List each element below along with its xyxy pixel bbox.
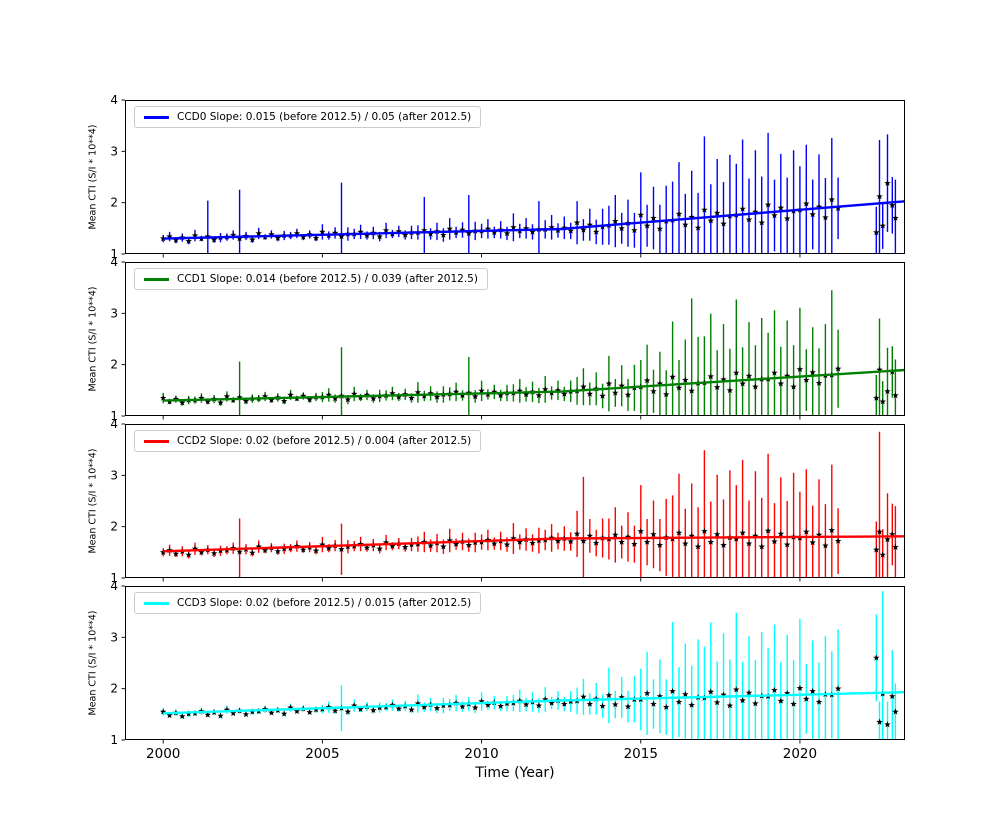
axes-frame [125, 262, 905, 416]
legend-line-sample-ccd3 [144, 601, 169, 605]
y-tick-label: 3 [110, 468, 118, 482]
subplot-ccd0: 1 2 3 4 [110, 93, 905, 261]
y-axis-label-ccd0: Mean CTI (S/I * 10**4) [87, 124, 99, 230]
y-tick-label: 1 [110, 247, 118, 261]
trend-line-ccd0 [163, 200, 905, 240]
legend-line-sample-ccd0 [144, 115, 169, 119]
legend-label-ccd1: CCD1 Slope: 0.014 (before 2012.5) / 0.03… [177, 273, 478, 285]
axes-frame [125, 424, 905, 578]
y-tick-label: 3 [110, 306, 118, 320]
y-tick-label: 3 [110, 144, 118, 158]
subplot-ccd3: 1 2 3 4 2000 2005 2010 2015 2020 [110, 579, 905, 762]
legend-label-ccd0: CCD0 Slope: 0.015 (before 2012.5) / 0.05… [177, 111, 472, 123]
subplot-ccd2: 1 2 3 4 [110, 417, 905, 585]
trend-line-ccd2 [163, 535, 905, 553]
x-axis-label: Time (Year) [475, 765, 555, 781]
legend-line-sample-ccd1 [144, 277, 169, 281]
subplot-ccd1: 1 2 3 4 [110, 255, 905, 423]
legend-ccd0: CCD0 Slope: 0.015 (before 2012.5) / 0.05… [134, 106, 482, 128]
errorbar-series-ccd2 [160, 431, 905, 578]
y-tick-label: 1 [110, 733, 118, 747]
x-tick-label: 2005 [305, 746, 339, 762]
y-axis-label-ccd2: Mean CTI (S/I * 10**4) [87, 448, 99, 554]
y-tick-label: 2 [110, 358, 118, 372]
errorbar-series-ccd3 [160, 591, 905, 740]
y-tick-label: 1 [110, 409, 118, 423]
y-tick-label: 4 [110, 579, 118, 593]
y-tick-label: 4 [110, 93, 118, 107]
legend-label-ccd2: CCD2 Slope: 0.02 (before 2012.5) / 0.004… [177, 435, 472, 447]
legend-ccd3: CCD3 Slope: 0.02 (before 2012.5) / 0.015… [134, 592, 482, 614]
axes-frame [125, 100, 905, 254]
y-axis-label-ccd3: Mean CTI (S/I * 10**4) [87, 610, 99, 716]
x-tick-label: 2015 [624, 746, 658, 762]
y-axis-label-ccd1: Mean CTI (S/I * 10**4) [87, 286, 99, 392]
y-tick-label: 3 [110, 630, 118, 644]
y-tick-label: 4 [110, 255, 118, 269]
trend-line-ccd1 [163, 368, 905, 402]
legend-ccd2: CCD2 Slope: 0.02 (before 2012.5) / 0.004… [134, 430, 482, 452]
y-tick-label: 1 [110, 571, 118, 585]
x-tick-label: 2020 [783, 746, 817, 762]
y-tick-label: 4 [110, 417, 118, 431]
errorbar-series-ccd0 [160, 132, 905, 254]
trend-line-ccd3 [163, 691, 905, 715]
y-tick-label: 2 [110, 682, 118, 696]
x-tick-label: 2000 [146, 746, 180, 762]
y-tick-label: 2 [110, 196, 118, 210]
axes-frame [125, 586, 905, 740]
y-tick-label: 2 [110, 520, 118, 534]
x-tick-label: 2010 [464, 746, 498, 762]
data-point-stars-ccd1 [160, 365, 899, 406]
errorbar-series-ccd1 [160, 290, 905, 416]
legend-line-sample-ccd2 [144, 439, 169, 443]
legend-label-ccd3: CCD3 Slope: 0.02 (before 2012.5) / 0.015… [177, 597, 472, 609]
legend-ccd1: CCD1 Slope: 0.014 (before 2012.5) / 0.03… [134, 268, 488, 290]
